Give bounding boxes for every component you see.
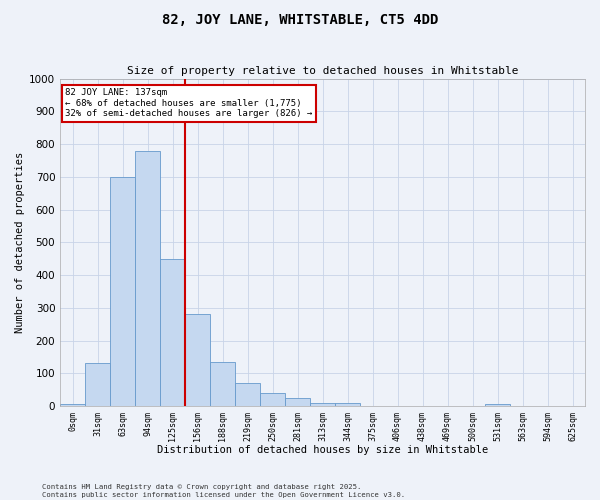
Text: 82, JOY LANE, WHITSTABLE, CT5 4DD: 82, JOY LANE, WHITSTABLE, CT5 4DD [162,12,438,26]
Bar [135,150,160,406]
Bar [260,393,285,406]
Text: 82 JOY LANE: 137sqm
← 68% of detached houses are smaller (1,775)
32% of semi-det: 82 JOY LANE: 137sqm ← 68% of detached ho… [65,88,313,118]
X-axis label: Distribution of detached houses by size in Whitstable: Distribution of detached houses by size … [157,445,488,455]
Bar [235,383,260,406]
Bar [285,398,310,406]
Bar [310,402,335,406]
Title: Size of property relative to detached houses in Whitstable: Size of property relative to detached ho… [127,66,518,76]
Bar [60,404,85,406]
Bar [185,314,210,406]
Bar [335,402,360,406]
Bar [85,364,110,406]
Bar [210,362,235,406]
Y-axis label: Number of detached properties: Number of detached properties [15,152,25,333]
Bar [160,258,185,406]
Bar [485,404,510,406]
Text: Contains HM Land Registry data © Crown copyright and database right 2025.
Contai: Contains HM Land Registry data © Crown c… [42,484,405,498]
Bar [110,177,135,406]
